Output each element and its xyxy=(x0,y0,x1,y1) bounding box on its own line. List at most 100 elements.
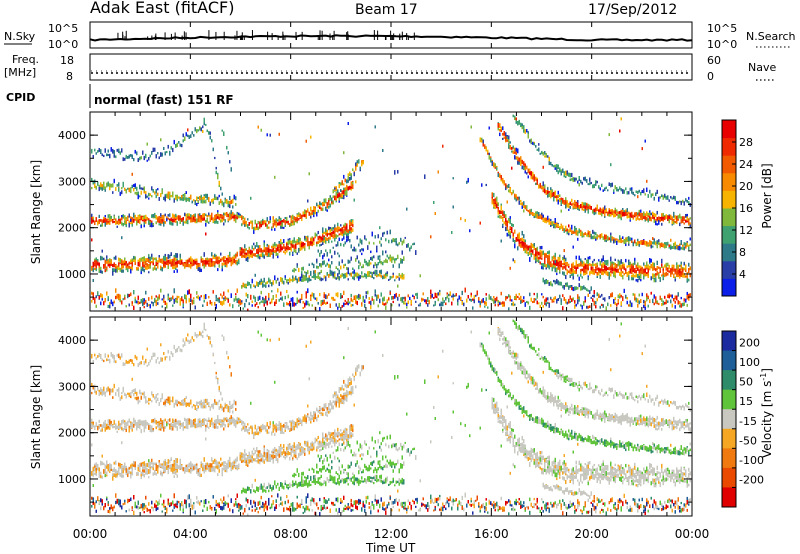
power-data-point xyxy=(509,145,511,149)
power-data-point xyxy=(289,251,291,256)
velocity-data-point xyxy=(104,464,106,470)
power-data-point xyxy=(404,236,406,239)
power-data-point xyxy=(200,219,202,223)
power-data-point xyxy=(130,259,132,263)
power-data-point xyxy=(188,216,190,220)
power-data-point xyxy=(521,241,523,246)
power-data-point xyxy=(233,194,235,200)
power-data-point xyxy=(343,264,345,268)
power-data-point xyxy=(592,266,594,269)
power-data-point xyxy=(227,151,229,155)
power-data-point xyxy=(331,261,333,265)
power-data-point xyxy=(304,212,306,217)
power-data-point xyxy=(349,171,351,175)
power-data-point xyxy=(515,293,517,298)
power-data-point xyxy=(512,189,514,194)
power-data-point xyxy=(343,276,345,279)
power-data-point xyxy=(148,157,150,161)
power-data-point xyxy=(538,212,540,216)
power-data-point xyxy=(667,241,669,246)
power-data-point xyxy=(668,264,670,270)
power-data-point xyxy=(437,298,439,302)
power-data-point xyxy=(430,289,432,295)
power-data-point xyxy=(115,187,117,191)
power-data-point xyxy=(262,296,264,301)
power-data-point xyxy=(329,236,331,240)
power-data-point xyxy=(277,246,279,252)
power-data-point xyxy=(178,215,180,220)
velocity-data-point xyxy=(112,473,114,477)
power-data-point xyxy=(184,136,186,141)
power-data-point xyxy=(523,166,525,170)
power-data-point xyxy=(292,297,294,302)
power-data-point xyxy=(107,218,109,221)
power-data-point xyxy=(253,230,255,234)
power-data-point xyxy=(581,261,583,267)
power-data-point xyxy=(572,262,574,267)
velocity-data-point xyxy=(100,474,102,478)
power-data-point xyxy=(355,248,357,252)
power-data-point xyxy=(634,194,636,197)
power-data-point xyxy=(685,298,687,303)
power-data-point xyxy=(539,186,541,189)
power-data-point xyxy=(622,271,624,274)
power-data-point xyxy=(218,256,220,260)
power-data-point xyxy=(553,165,555,168)
power-data-point xyxy=(508,229,510,233)
power-data-point xyxy=(524,239,526,243)
power-data-point xyxy=(331,296,333,300)
power-data-point xyxy=(686,199,688,203)
power-data-point xyxy=(527,210,529,213)
power-data-point xyxy=(685,245,687,249)
power-data-point xyxy=(358,293,360,298)
power-data-point xyxy=(221,216,223,221)
power-data-point xyxy=(557,199,559,205)
power-data-point xyxy=(611,263,613,268)
power-data-point xyxy=(605,236,607,240)
power-data-point xyxy=(229,214,231,217)
power-data-point xyxy=(515,297,517,301)
power-data-point xyxy=(143,264,145,268)
power-scatter-data xyxy=(91,114,691,311)
power-data-point xyxy=(662,216,664,221)
power-data-point xyxy=(619,129,621,133)
power-data-point xyxy=(257,248,259,252)
power-data-point xyxy=(392,272,394,275)
power-data-point xyxy=(322,233,324,236)
power-data-point xyxy=(209,300,211,305)
power-data-point xyxy=(562,266,564,270)
power-data-point xyxy=(434,302,436,306)
power-data-point xyxy=(329,203,331,208)
power-data-point xyxy=(382,232,384,237)
power-data-point xyxy=(122,181,124,187)
power-data-point xyxy=(592,294,594,297)
power-data-point xyxy=(289,223,291,227)
power-data-point xyxy=(680,303,682,308)
velocity-data-point xyxy=(110,420,112,424)
power-data-point xyxy=(106,268,108,272)
power-data-point xyxy=(389,291,391,295)
power-data-point xyxy=(103,257,105,261)
power-data-point xyxy=(290,279,292,282)
power-data-point xyxy=(133,188,135,192)
velocity-data-point xyxy=(100,460,102,466)
power-data-point xyxy=(515,150,517,155)
power-data-point xyxy=(457,301,459,306)
power-data-point xyxy=(167,265,169,270)
power-data-point xyxy=(106,255,108,260)
power-data-point xyxy=(628,261,630,265)
power-data-point xyxy=(101,153,103,157)
power-data-point xyxy=(188,135,190,139)
power-data-point xyxy=(379,255,381,258)
power-data-point xyxy=(580,268,582,272)
power-data-point xyxy=(133,257,135,262)
power-data-point xyxy=(337,194,339,199)
velocity-data-point xyxy=(100,424,102,427)
power-data-point xyxy=(247,308,249,311)
power-data-point xyxy=(647,264,649,269)
power-data-point xyxy=(317,236,319,241)
power-data-point xyxy=(218,259,220,264)
power-data-point xyxy=(91,148,93,154)
power-data-point xyxy=(598,235,600,238)
power-data-point xyxy=(568,208,570,211)
